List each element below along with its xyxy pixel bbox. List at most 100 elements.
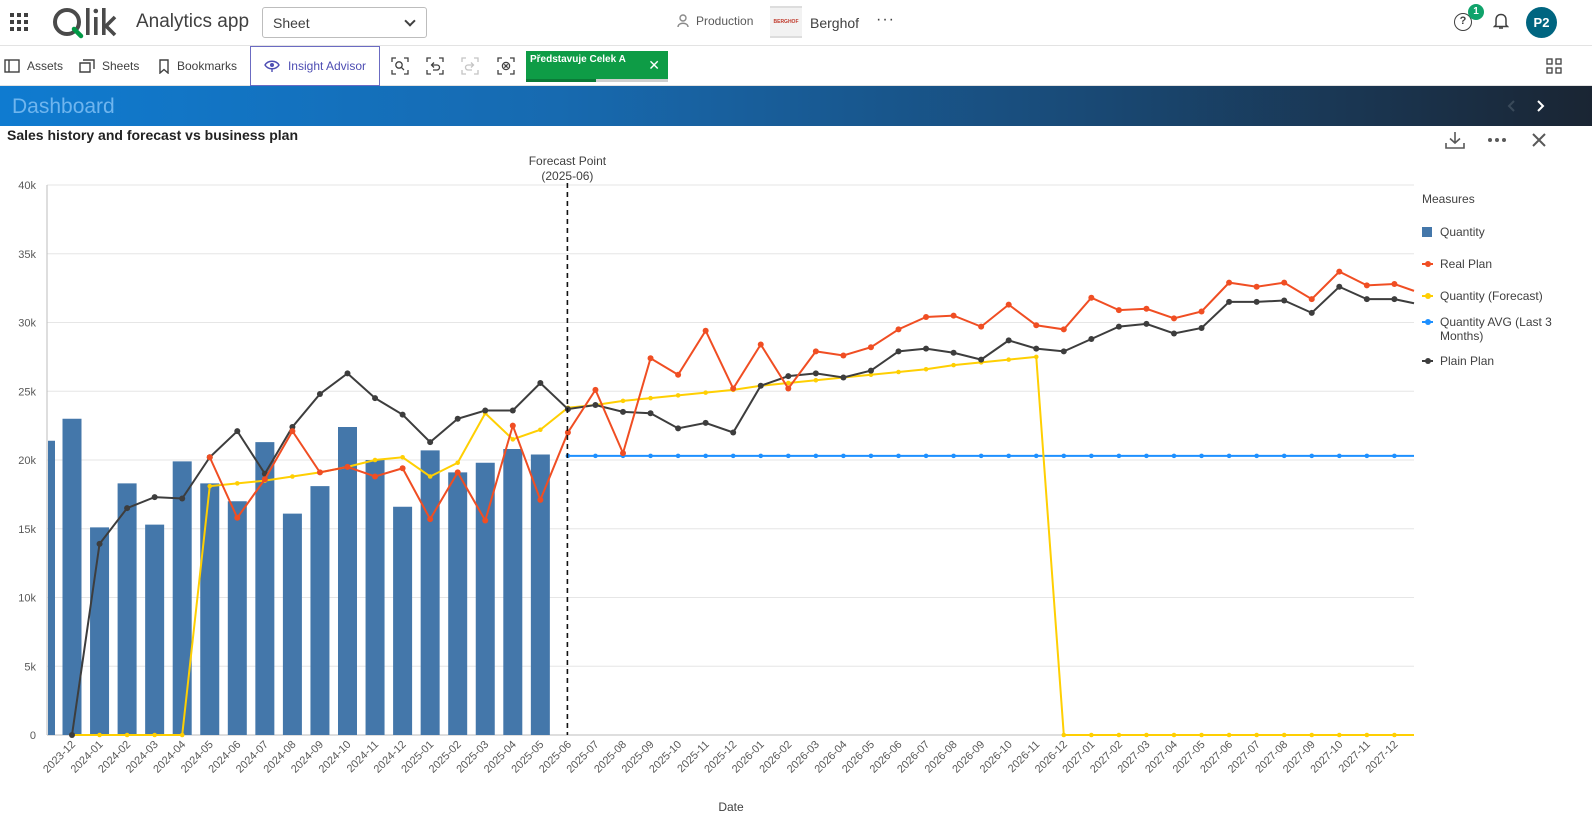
data-point[interactable] [1363, 296, 1370, 303]
data-point[interactable] [69, 732, 75, 738]
data-point[interactable] [1281, 279, 1288, 286]
series-line[interactable] [208, 270, 1395, 524]
data-point[interactable] [1281, 453, 1287, 459]
quantity-bar[interactable] [310, 486, 330, 735]
chevron-right-icon[interactable] [1530, 96, 1550, 116]
data-point[interactable] [1198, 308, 1205, 315]
data-point[interactable] [923, 453, 929, 459]
quantity-bar[interactable] [530, 454, 550, 736]
quantity-bar[interactable] [62, 418, 82, 735]
legend-item[interactable]: Quantity AVG (Last 3 Months) [1422, 315, 1582, 343]
data-point[interactable] [1226, 298, 1233, 305]
data-point[interactable] [1337, 453, 1342, 459]
data-point[interactable] [454, 469, 461, 476]
data-point[interactable] [648, 453, 653, 459]
quantity-bar[interactable] [282, 513, 302, 735]
data-point[interactable] [951, 453, 956, 459]
data-point[interactable] [1253, 283, 1260, 290]
data-point[interactable] [757, 382, 764, 389]
quantity-bar[interactable] [117, 483, 137, 735]
data-point[interactable] [206, 454, 213, 461]
data-point[interactable] [1198, 325, 1205, 331]
quantity-bar[interactable] [172, 461, 192, 735]
data-point[interactable] [1309, 732, 1315, 738]
data-point[interactable] [316, 391, 323, 397]
data-point[interactable] [923, 314, 930, 320]
data-point[interactable] [1392, 453, 1397, 459]
bookmarks-button[interactable]: Bookmarks [158, 55, 237, 77]
data-point[interactable] [1171, 732, 1177, 738]
data-point[interactable] [1116, 732, 1122, 738]
data-point[interactable] [96, 540, 103, 547]
data-point[interactable] [372, 395, 379, 402]
series-lines[interactable] [69, 268, 1415, 738]
data-point[interactable] [786, 453, 791, 459]
selection-chip[interactable]: Představuje Celek A ✕ [526, 51, 668, 82]
data-point[interactable] [1061, 732, 1067, 738]
data-point[interactable] [234, 428, 241, 435]
data-point[interactable] [1226, 279, 1233, 286]
more-options-icon[interactable]: ··· [876, 11, 895, 28]
layout-grid-icon[interactable] [1546, 58, 1562, 74]
data-point[interactable] [372, 473, 379, 480]
data-point[interactable] [124, 732, 130, 738]
quantity-bar[interactable] [227, 501, 247, 735]
data-point[interactable] [316, 469, 323, 476]
quantity-bar-clipped[interactable] [48, 440, 55, 735]
data-point[interactable] [179, 495, 186, 502]
data-point[interactable] [234, 514, 241, 521]
data-point[interactable] [648, 395, 653, 401]
smart-search-icon[interactable] [391, 57, 409, 75]
quantity-bar[interactable] [145, 524, 165, 735]
data-point[interactable] [730, 385, 737, 392]
data-point[interactable] [1089, 453, 1094, 459]
data-point[interactable] [179, 732, 185, 738]
assets-button[interactable]: Assets [4, 55, 63, 77]
data-point[interactable] [1115, 307, 1122, 314]
data-point[interactable] [427, 439, 434, 446]
quantity-bar[interactable] [200, 483, 220, 735]
data-point[interactable] [427, 516, 434, 523]
data-point[interactable] [1143, 320, 1150, 327]
data-point[interactable] [703, 453, 708, 459]
data-point[interactable] [1226, 453, 1232, 459]
data-point[interactable] [1116, 453, 1122, 459]
data-point[interactable] [758, 453, 764, 459]
data-point[interactable] [1005, 301, 1012, 308]
data-point[interactable] [1199, 453, 1204, 459]
data-point[interactable] [509, 422, 516, 429]
data-point[interactable] [372, 457, 378, 463]
data-point[interactable] [344, 370, 351, 377]
qlik-logo[interactable] [52, 4, 118, 40]
quantity-bars[interactable] [48, 418, 550, 736]
data-point[interactable] [675, 453, 681, 459]
data-point[interactable] [509, 407, 516, 414]
quantity-bar[interactable] [503, 449, 523, 735]
legend-item[interactable]: Plain Plan [1422, 354, 1582, 368]
data-point[interactable] [455, 460, 461, 466]
data-point[interactable] [675, 425, 682, 432]
data-point[interactable] [868, 372, 874, 378]
data-point[interactable] [1308, 309, 1315, 316]
data-point[interactable] [1336, 268, 1343, 275]
data-point[interactable] [1033, 453, 1039, 459]
data-point[interactable] [289, 428, 296, 435]
data-point[interactable] [1144, 453, 1149, 459]
legend-item[interactable]: Real Plan [1422, 257, 1582, 271]
legend-item[interactable]: Quantity (Forecast) [1422, 289, 1582, 303]
data-point[interactable] [812, 370, 819, 377]
help-icon[interactable]: ? [1454, 13, 1472, 31]
data-point[interactable] [399, 465, 406, 472]
data-point[interactable] [841, 453, 846, 459]
data-point[interactable] [1033, 354, 1039, 360]
data-point[interactable] [703, 390, 708, 395]
data-point[interactable] [1089, 732, 1094, 738]
data-point[interactable] [978, 323, 985, 330]
data-point[interactable] [1363, 282, 1370, 289]
data-point[interactable] [1281, 732, 1287, 738]
data-point[interactable] [1391, 296, 1398, 303]
data-point[interactable] [867, 344, 874, 351]
data-point[interactable] [951, 362, 956, 368]
data-point[interactable] [400, 454, 405, 460]
data-point[interactable] [950, 312, 957, 319]
